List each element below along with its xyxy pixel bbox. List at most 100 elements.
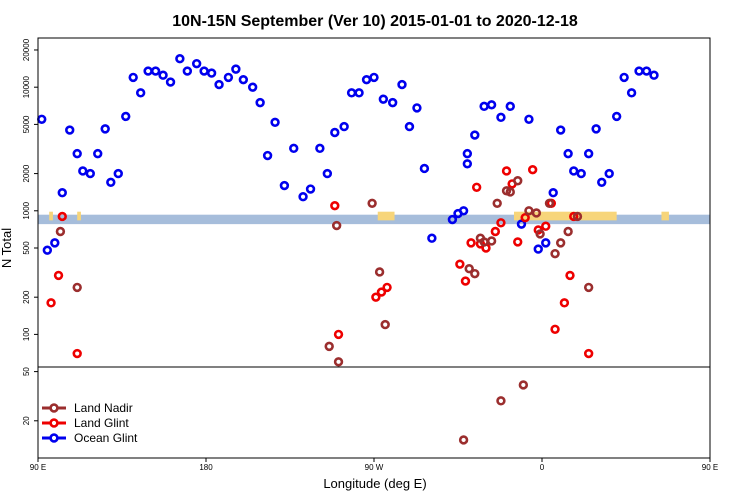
x-tick-label: 0	[540, 463, 545, 472]
data-point	[520, 212, 530, 223]
data-point	[238, 74, 249, 85]
data-point	[583, 348, 594, 359]
data-point	[106, 177, 116, 188]
data-point	[206, 68, 217, 78]
data-point	[262, 150, 273, 161]
data-point	[569, 211, 579, 222]
data-point	[486, 236, 497, 246]
data-point	[490, 226, 501, 237]
data-point	[462, 148, 473, 159]
data-point	[455, 259, 465, 269]
data-point	[447, 214, 458, 225]
data-point	[458, 206, 469, 216]
data-point	[597, 177, 607, 188]
x-tick-label: 90 E	[30, 463, 46, 472]
data-point	[135, 88, 146, 98]
points-layer	[37, 54, 659, 445]
data-point	[462, 159, 473, 169]
data-point	[367, 198, 377, 208]
land-patch	[377, 211, 395, 221]
y-tick-label: 5000	[22, 115, 31, 133]
data-point	[496, 396, 506, 406]
data-point	[53, 270, 64, 281]
data-point	[464, 264, 474, 274]
legend-swatch-marker	[49, 433, 59, 443]
legend-entry: Ocean Glint	[42, 431, 138, 445]
data-point	[505, 101, 515, 112]
data-point	[626, 88, 637, 98]
data-point	[555, 125, 566, 135]
y-tick-label: 1000	[22, 201, 31, 219]
y-tick-label: 500	[22, 241, 31, 255]
data-point	[50, 238, 60, 248]
data-point	[150, 66, 161, 76]
data-point	[182, 66, 193, 76]
data-point	[374, 267, 385, 277]
data-point	[559, 298, 570, 308]
data-point	[339, 121, 349, 132]
data-point	[298, 192, 308, 202]
data-point	[505, 187, 515, 197]
data-point	[496, 218, 506, 228]
data-point	[333, 329, 344, 340]
legend-label: Land Nadir	[74, 401, 133, 415]
data-point	[524, 206, 534, 216]
y-tick-label: 20000	[22, 38, 31, 61]
land-patch	[514, 211, 617, 221]
data-point	[330, 200, 340, 211]
y-tick-label: 200	[22, 290, 31, 304]
data-point	[191, 58, 202, 69]
data-point	[214, 79, 224, 90]
data-point	[649, 70, 659, 80]
legend-entry: Land Glint	[42, 416, 129, 430]
x-axis-label: Longitude (deg E)	[323, 476, 426, 491]
data-point	[591, 124, 601, 134]
data-point	[470, 130, 480, 140]
data-point	[354, 88, 364, 98]
data-point	[397, 79, 407, 90]
data-point	[199, 66, 209, 76]
data-point	[533, 244, 543, 254]
data-point	[496, 112, 506, 123]
data-point	[611, 111, 622, 122]
data-point	[563, 148, 573, 159]
data-point	[387, 97, 398, 108]
data-point	[565, 270, 575, 281]
data-point	[65, 125, 75, 135]
data-point	[121, 111, 131, 122]
data-point	[72, 148, 82, 159]
data-point	[93, 148, 103, 159]
data-point	[158, 70, 168, 80]
data-point	[516, 219, 527, 229]
x-tick-label: 90 W	[365, 463, 384, 472]
ocean-band	[38, 214, 710, 225]
data-point	[479, 101, 489, 112]
data-point	[371, 292, 381, 302]
y-tick-label: 10000	[22, 76, 31, 99]
data-point	[143, 66, 153, 76]
data-point	[175, 54, 185, 64]
legend-swatch-marker	[49, 403, 59, 413]
land-patch	[49, 211, 53, 221]
data-point	[404, 121, 415, 132]
background-layer	[38, 211, 710, 225]
data-point	[541, 238, 551, 248]
x-tick-label: 90 E	[702, 463, 718, 472]
data-point	[46, 298, 56, 308]
data-point	[550, 324, 560, 334]
data-point	[583, 148, 594, 159]
plot-frame	[37, 37, 711, 459]
legend-label: Ocean Glint	[74, 431, 138, 445]
data-point	[382, 282, 392, 293]
data-point	[548, 188, 558, 198]
data-point	[315, 143, 325, 154]
data-point	[247, 82, 258, 92]
data-point	[255, 97, 265, 108]
data-point	[563, 226, 573, 237]
data-point	[42, 245, 53, 255]
data-point	[330, 127, 340, 138]
data-point	[569, 166, 579, 176]
data-point	[165, 77, 176, 87]
